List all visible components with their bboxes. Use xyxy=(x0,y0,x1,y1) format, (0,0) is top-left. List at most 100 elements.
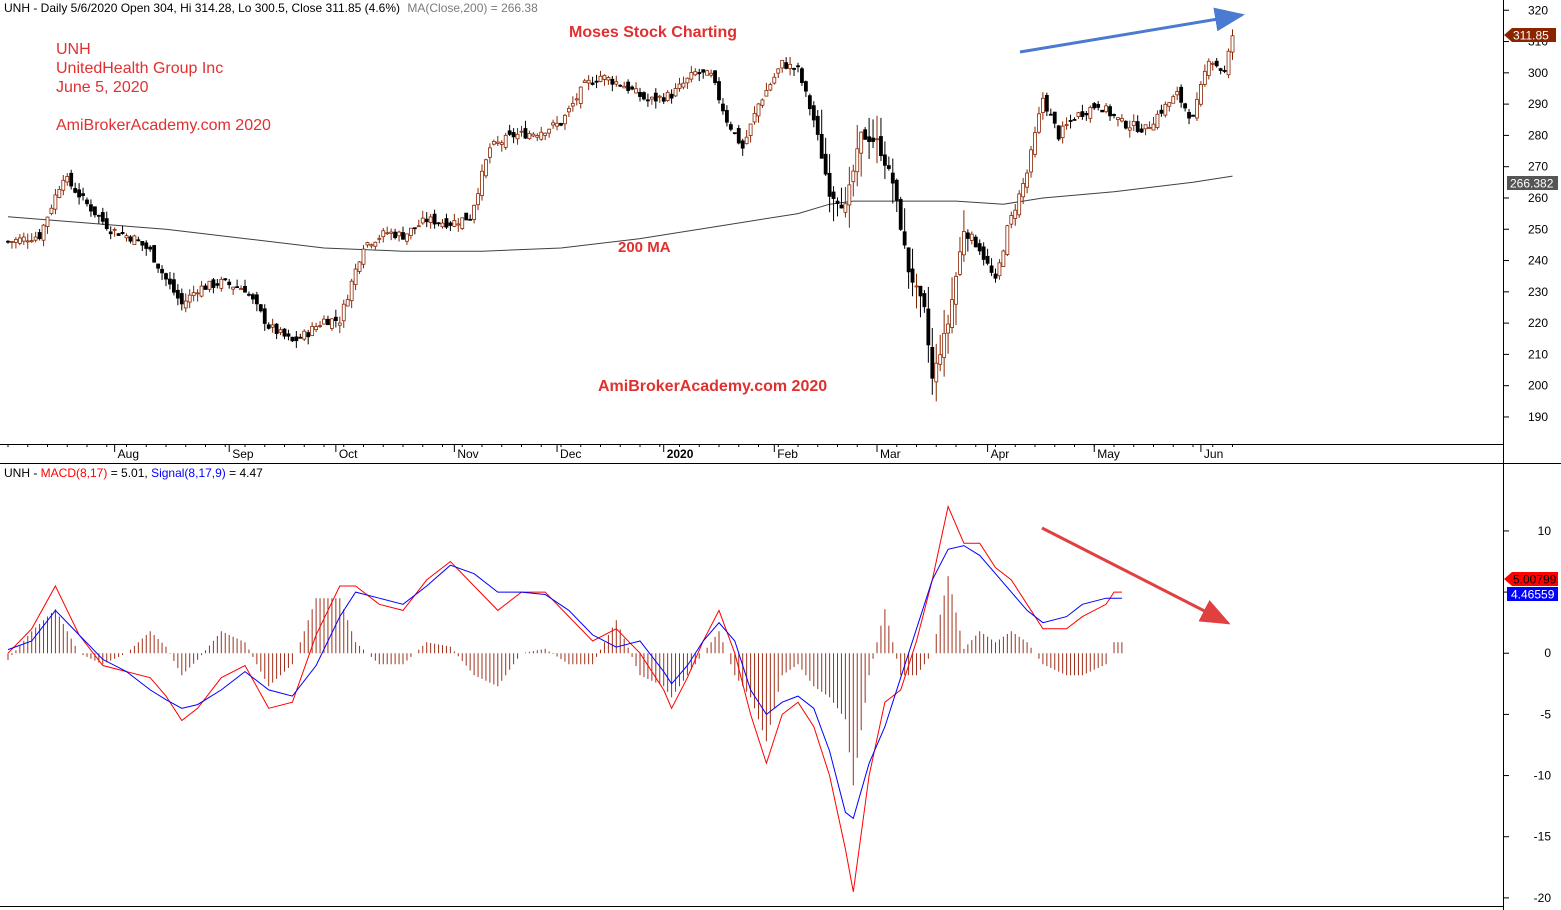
candle-body xyxy=(1064,124,1069,126)
candle xyxy=(1060,121,1065,144)
candle-body xyxy=(780,59,785,69)
candle-body xyxy=(555,122,559,127)
candle xyxy=(1080,104,1085,120)
candle-body xyxy=(511,132,516,138)
candle xyxy=(393,228,398,240)
candle xyxy=(13,237,18,249)
candle-body xyxy=(800,68,804,83)
candle-body xyxy=(701,69,706,73)
candle-body xyxy=(1163,103,1168,116)
candle-body xyxy=(17,237,22,244)
candle xyxy=(17,234,22,246)
candle-body xyxy=(207,280,212,290)
price-tick-label: 290 xyxy=(1528,97,1548,111)
candle xyxy=(1159,104,1164,117)
macd-line xyxy=(7,504,1122,892)
candle xyxy=(1218,67,1223,75)
candle xyxy=(965,229,970,252)
candle xyxy=(985,248,990,266)
candle-body xyxy=(1218,68,1223,71)
candle-body xyxy=(341,303,346,322)
candle-body xyxy=(1088,107,1093,119)
candle-body xyxy=(906,247,911,273)
candle xyxy=(859,131,864,177)
candle xyxy=(760,98,765,108)
candle-body xyxy=(258,304,263,312)
candle xyxy=(890,158,895,204)
candle-body xyxy=(1060,125,1065,138)
candle xyxy=(385,226,390,236)
candle-body xyxy=(673,88,678,97)
candle-body xyxy=(326,318,330,326)
candle xyxy=(847,166,852,228)
candle xyxy=(709,69,713,78)
center-title: Moses Stock Charting xyxy=(569,24,737,41)
x-tick-label: Dec xyxy=(560,447,581,461)
candle-body xyxy=(938,354,943,365)
candle-body xyxy=(25,240,30,243)
candle xyxy=(266,322,271,330)
candle-body xyxy=(377,237,382,240)
candle xyxy=(405,233,409,245)
candle xyxy=(689,66,694,83)
candle-body xyxy=(96,214,101,217)
price-header: UNH - Daily 5/6/2020 Open 304, Hi 314.28… xyxy=(4,1,400,15)
candle-body xyxy=(697,72,702,75)
candle xyxy=(661,93,666,104)
candle xyxy=(598,70,603,83)
candle xyxy=(420,210,425,225)
candle xyxy=(487,143,492,164)
candle-body xyxy=(21,236,26,242)
candle-body xyxy=(519,130,524,133)
close-price-tag: 311.85 xyxy=(1504,28,1556,43)
candle xyxy=(586,75,591,91)
candle-body xyxy=(195,292,200,295)
candle xyxy=(811,101,816,128)
candle xyxy=(705,69,710,76)
candle xyxy=(665,90,670,102)
candle xyxy=(61,174,66,196)
candle-body xyxy=(638,91,642,97)
candle xyxy=(1183,102,1187,112)
candle-body xyxy=(456,223,461,226)
candle xyxy=(1171,94,1176,104)
candle-body xyxy=(361,248,366,265)
candle xyxy=(981,242,986,266)
candle-body xyxy=(270,324,275,328)
candle xyxy=(195,289,200,302)
x-tick-label: Apr xyxy=(991,447,1010,461)
candle-body xyxy=(227,281,232,286)
candle-body xyxy=(922,293,927,308)
price-tick-label: 230 xyxy=(1528,285,1548,299)
candle xyxy=(780,59,785,73)
candle xyxy=(452,213,457,228)
candle xyxy=(681,76,686,90)
candle-body xyxy=(835,200,840,204)
macd-header-macd-value: = 5.01, xyxy=(111,466,151,480)
candle xyxy=(823,137,828,176)
price-header-ma: MA(Close,200) = 266.38 xyxy=(407,1,538,15)
candle-body xyxy=(574,98,579,101)
candle-body xyxy=(464,212,469,221)
candle-body xyxy=(53,194,58,210)
candle xyxy=(108,226,113,240)
candle-body xyxy=(1143,124,1148,130)
candle-body xyxy=(570,103,575,107)
candle-body xyxy=(231,286,236,290)
candle-body xyxy=(788,63,792,69)
candle-body xyxy=(349,280,354,302)
candle-body xyxy=(934,362,939,383)
candle xyxy=(45,216,50,234)
candle-body xyxy=(294,336,299,342)
candle-body xyxy=(1159,109,1164,114)
candle xyxy=(1017,190,1022,218)
candle xyxy=(152,244,157,263)
candle xyxy=(318,321,322,329)
candle xyxy=(69,169,74,190)
candle xyxy=(523,120,528,140)
candle xyxy=(333,309,338,328)
candle-body xyxy=(602,74,607,80)
candle-body xyxy=(219,278,224,289)
candle xyxy=(906,247,911,289)
candle xyxy=(85,197,89,207)
